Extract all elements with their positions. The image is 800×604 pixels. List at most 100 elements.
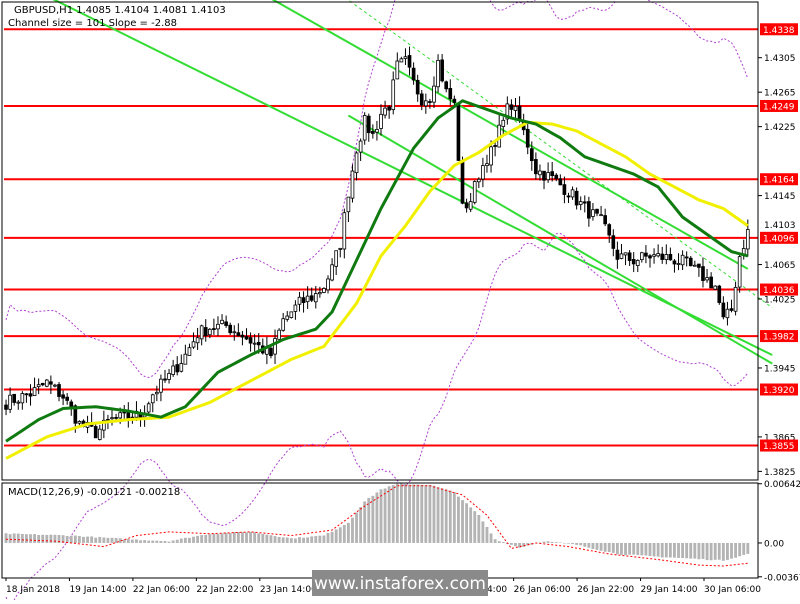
candle-body bbox=[745, 229, 750, 250]
macd-bar bbox=[424, 485, 428, 543]
candle bbox=[428, 98, 432, 109]
macd-bar bbox=[4, 533, 8, 543]
macd-bar bbox=[241, 532, 244, 543]
candle-body bbox=[562, 184, 567, 195]
macd-bar bbox=[436, 487, 440, 543]
macd-bar bbox=[432, 485, 436, 543]
candle-body bbox=[631, 259, 636, 265]
macd-bar bbox=[452, 492, 456, 543]
candle-body bbox=[375, 129, 379, 133]
macd-bar bbox=[387, 486, 391, 543]
candle bbox=[322, 287, 326, 294]
macd-bar bbox=[632, 542, 636, 555]
macd-bar bbox=[379, 489, 383, 543]
candle bbox=[562, 176, 567, 204]
macd-bar bbox=[24, 534, 28, 543]
candle-body bbox=[733, 286, 738, 312]
candle-body bbox=[684, 256, 689, 259]
macd-bar bbox=[726, 542, 729, 560]
level-price-tag: 1.4096 bbox=[760, 231, 798, 244]
macd-bar bbox=[273, 536, 277, 543]
macd-panel[interactable] bbox=[4, 483, 750, 567]
macd-bar bbox=[375, 492, 379, 543]
macd-bar bbox=[57, 535, 61, 543]
candle-body bbox=[725, 308, 730, 319]
macd-bar bbox=[738, 542, 742, 557]
candle-body bbox=[623, 252, 628, 256]
candle-body bbox=[53, 384, 57, 387]
bollinger-lower-band bbox=[5, 233, 749, 604]
macd-bar bbox=[45, 534, 49, 543]
candle-body bbox=[269, 347, 273, 357]
candle bbox=[366, 113, 371, 142]
candle-body bbox=[224, 321, 228, 326]
candle bbox=[16, 400, 21, 410]
macd-bar bbox=[587, 542, 591, 548]
candle-body bbox=[591, 209, 595, 217]
macd-bar bbox=[469, 507, 473, 543]
macd-bar bbox=[648, 542, 652, 556]
macd-bar bbox=[359, 507, 363, 543]
macd-bar bbox=[583, 542, 587, 547]
macd-bar bbox=[481, 521, 485, 543]
candle-body bbox=[534, 159, 538, 175]
macd-bar bbox=[391, 485, 395, 543]
candle bbox=[615, 241, 620, 269]
macd-bar bbox=[644, 542, 648, 556]
macd-bar bbox=[628, 542, 632, 555]
candle-body bbox=[236, 332, 241, 337]
candle bbox=[627, 250, 632, 266]
macd-bar bbox=[567, 542, 570, 544]
price-panel[interactable] bbox=[4, 0, 773, 604]
candle-body bbox=[615, 249, 620, 260]
candle-body bbox=[489, 146, 493, 166]
macd-bar bbox=[330, 531, 334, 543]
candle bbox=[183, 344, 188, 365]
candle bbox=[697, 263, 701, 277]
candle-body bbox=[485, 163, 489, 167]
channel-info-label: Channel size = 101 Slope = -2.88 bbox=[8, 18, 177, 29]
macd-bar bbox=[713, 542, 717, 560]
candle-body bbox=[289, 311, 294, 318]
macd-bar bbox=[730, 542, 733, 559]
candle bbox=[534, 152, 538, 180]
candle bbox=[701, 257, 705, 288]
time-tick-label: 26 Jan 22:00 bbox=[577, 585, 634, 595]
macd-bar bbox=[611, 542, 615, 553]
candle bbox=[387, 105, 391, 119]
candle bbox=[179, 354, 184, 373]
candle bbox=[456, 102, 461, 161]
level-price-tag: 1.3855 bbox=[760, 439, 798, 452]
candle bbox=[150, 393, 155, 413]
candle bbox=[729, 299, 734, 313]
time-tick-label: 22 Jan 22:00 bbox=[196, 585, 253, 595]
macd-bar bbox=[461, 500, 464, 543]
candle-body bbox=[220, 319, 224, 324]
candle-body bbox=[627, 252, 632, 261]
candle bbox=[20, 391, 25, 410]
candle bbox=[472, 180, 477, 205]
macd-bar bbox=[575, 542, 579, 545]
level-tag-background bbox=[760, 283, 798, 296]
macd-bar bbox=[257, 533, 261, 543]
level-price-tag: 1.4036 bbox=[760, 283, 798, 296]
candle bbox=[77, 420, 82, 426]
candle bbox=[57, 382, 61, 402]
candle-body bbox=[395, 60, 400, 80]
candle bbox=[269, 347, 273, 359]
candle bbox=[309, 287, 314, 303]
macd-bar bbox=[188, 537, 191, 543]
macd-bar bbox=[277, 536, 281, 543]
slow-moving-average bbox=[5, 120, 749, 460]
candle bbox=[591, 203, 595, 221]
macd-bar bbox=[689, 542, 693, 559]
candle-body bbox=[36, 384, 41, 388]
candle bbox=[102, 410, 106, 439]
candle-body bbox=[183, 353, 188, 365]
candle-body bbox=[252, 342, 257, 345]
candle bbox=[371, 124, 375, 139]
macd-bar bbox=[538, 542, 542, 544]
macd-bar bbox=[440, 488, 444, 543]
candle bbox=[293, 300, 298, 320]
